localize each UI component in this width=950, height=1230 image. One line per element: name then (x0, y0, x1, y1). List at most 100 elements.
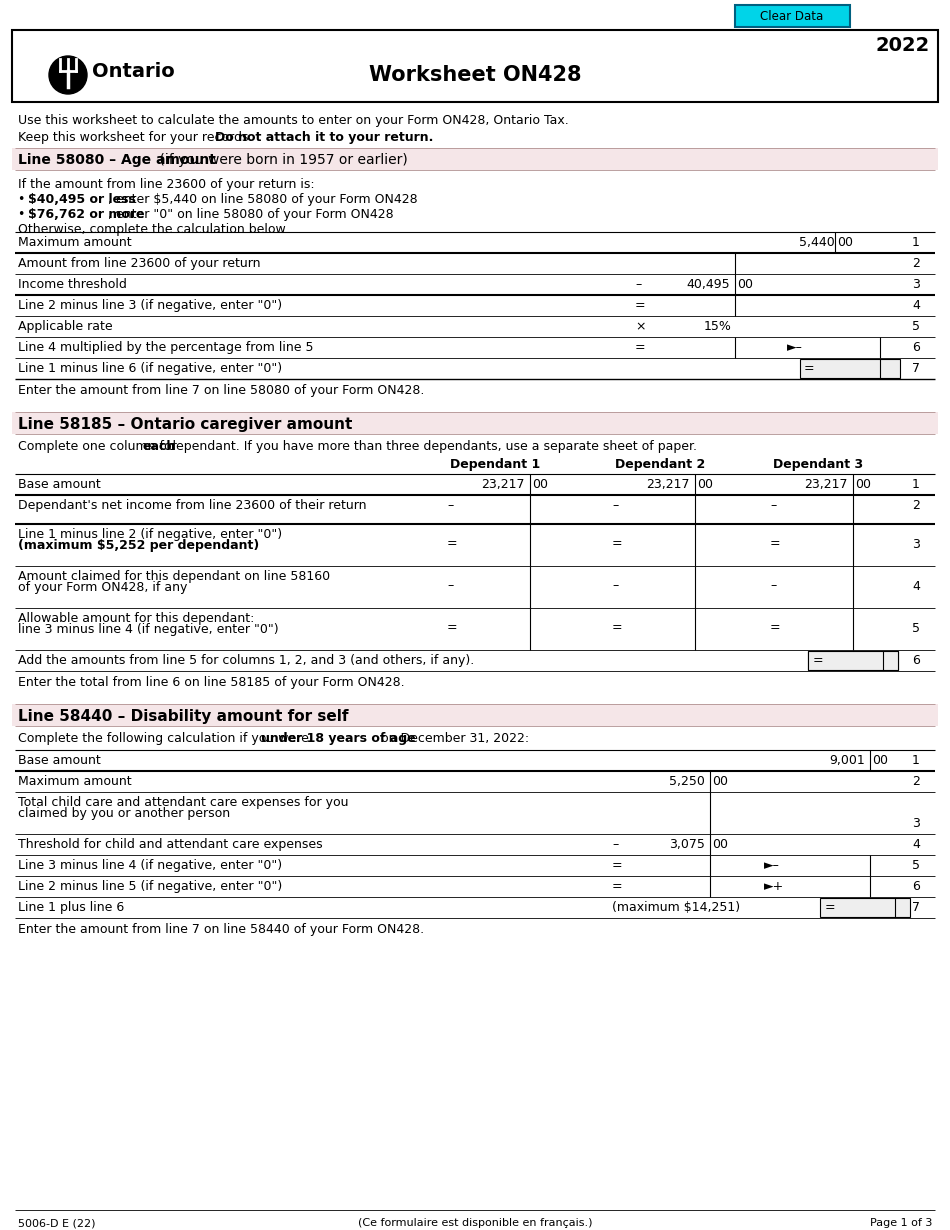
Text: =: = (612, 538, 622, 550)
Text: Total child care and attendant care expenses for you: Total child care and attendant care expe… (18, 796, 349, 809)
Text: =: = (825, 902, 836, 914)
Text: (if you were born in 1957 or earlier): (if you were born in 1957 or earlier) (155, 153, 408, 167)
Text: (maximum $14,251): (maximum $14,251) (612, 902, 740, 914)
Text: line 3 minus line 4 (if negative, enter "0"): line 3 minus line 4 (if negative, enter … (18, 624, 278, 636)
Text: 1: 1 (912, 754, 920, 768)
Text: Maximum amount: Maximum amount (18, 236, 132, 248)
Text: 6: 6 (912, 341, 920, 354)
Text: Keep this worksheet for your records.: Keep this worksheet for your records. (18, 132, 256, 144)
Text: =: = (612, 859, 622, 872)
Text: , enter $5,440 on line 58080 of your Form ON428: , enter $5,440 on line 58080 of your For… (107, 193, 417, 205)
Text: 2022: 2022 (876, 36, 930, 55)
Text: Dependant 2: Dependant 2 (615, 458, 705, 471)
Text: $40,495 or less: $40,495 or less (28, 193, 136, 205)
Text: 5: 5 (912, 622, 920, 635)
Text: 3: 3 (912, 817, 920, 830)
Text: 5,250: 5,250 (669, 775, 705, 788)
Text: on December 31, 2022:: on December 31, 2022: (377, 732, 529, 745)
Text: 7: 7 (912, 902, 920, 914)
Text: of your Form ON428, if any: of your Form ON428, if any (18, 581, 187, 594)
Text: 6: 6 (912, 879, 920, 893)
Bar (12, 30, 938, 102)
Text: =: = (447, 538, 458, 550)
Text: Ontario: Ontario (92, 62, 175, 81)
Bar (12, 412, 938, 434)
Text: Line 58185 – Ontario caregiver amount: Line 58185 – Ontario caregiver amount (18, 417, 352, 432)
Text: 5006-D E (22): 5006-D E (22) (18, 1218, 96, 1228)
Text: =: = (612, 621, 622, 633)
Text: Line 1 minus line 6 (if negative, enter "0"): Line 1 minus line 6 (if negative, enter … (18, 362, 282, 375)
Text: ×: × (635, 320, 645, 333)
Text: 00: 00 (855, 478, 871, 491)
Text: Line 4 multiplied by the percentage from line 5: Line 4 multiplied by the percentage from… (18, 341, 314, 354)
Text: 40,495: 40,495 (686, 278, 730, 292)
Text: 4: 4 (912, 299, 920, 312)
Text: •: • (18, 208, 29, 221)
Text: ►+: ►+ (764, 879, 785, 893)
Text: 23,217: 23,217 (805, 478, 848, 491)
Text: Line 2 minus line 3 (if negative, enter "0"): Line 2 minus line 3 (if negative, enter … (18, 299, 282, 312)
Text: Line 58080 – Age amount: Line 58080 – Age amount (18, 153, 216, 167)
Text: Allowable amount for this dependant:: Allowable amount for this dependant: (18, 613, 255, 625)
Text: =: = (612, 879, 622, 893)
Text: Base amount: Base amount (18, 754, 101, 768)
Text: 00: 00 (697, 478, 713, 491)
Text: Dependant's net income from line 23600 of their return: Dependant's net income from line 23600 o… (18, 499, 367, 512)
Text: •: • (18, 193, 29, 205)
Text: Amount claimed for this dependant on line 58160: Amount claimed for this dependant on lin… (18, 569, 331, 583)
Text: Complete the following calculation if you were: Complete the following calculation if yo… (18, 732, 313, 745)
Text: –: – (635, 278, 641, 292)
Text: 00: 00 (737, 278, 753, 292)
Text: 00: 00 (837, 236, 853, 248)
Text: Line 1 plus line 6: Line 1 plus line 6 (18, 902, 124, 914)
Text: $76,762 or more: $76,762 or more (28, 208, 144, 221)
Text: Income threshold: Income threshold (18, 278, 127, 292)
Text: =: = (804, 362, 814, 375)
Text: 00: 00 (872, 754, 888, 768)
Text: (maximum $5,252 per dependant): (maximum $5,252 per dependant) (18, 539, 259, 552)
Text: Worksheet ON428: Worksheet ON428 (369, 65, 581, 85)
Text: 2: 2 (912, 775, 920, 788)
Text: If the amount from line 23600 of your return is:: If the amount from line 23600 of your re… (18, 178, 314, 191)
Text: –: – (612, 579, 618, 592)
Text: Base amount: Base amount (18, 478, 101, 491)
Text: =: = (770, 621, 781, 633)
Text: Dependant 1: Dependant 1 (450, 458, 541, 471)
Text: 3: 3 (912, 538, 920, 551)
Bar (12, 704, 938, 726)
Text: Amount from line 23600 of your return: Amount from line 23600 of your return (18, 257, 260, 271)
Bar (735, 5, 850, 27)
Text: Complete one column for: Complete one column for (18, 440, 181, 453)
Text: 5,440: 5,440 (799, 236, 835, 248)
Text: =: = (635, 299, 646, 312)
Text: Clear Data: Clear Data (760, 10, 824, 22)
Text: –: – (770, 499, 776, 512)
Text: 3: 3 (912, 278, 920, 292)
Text: 00: 00 (712, 775, 728, 788)
Text: Line 3 minus line 4 (if negative, enter "0"): Line 3 minus line 4 (if negative, enter … (18, 859, 282, 872)
Text: 00: 00 (532, 478, 548, 491)
Text: Enter the amount from line 7 on line 58080 of your Form ON428.: Enter the amount from line 7 on line 580… (18, 384, 425, 397)
Text: Page 1 of 3: Page 1 of 3 (869, 1218, 932, 1228)
Bar (808, 651, 898, 670)
Text: 00: 00 (712, 838, 728, 851)
Text: Use this worksheet to calculate the amounts to enter on your Form ON428, Ontario: Use this worksheet to calculate the amou… (18, 114, 569, 127)
Text: Enter the amount from line 7 on line 58440 of your Form ON428.: Enter the amount from line 7 on line 584… (18, 922, 424, 936)
Text: 1: 1 (912, 236, 920, 248)
Text: –: – (612, 838, 618, 851)
Text: Line 1 minus line 2 (if negative, enter "0"): Line 1 minus line 2 (if negative, enter … (18, 528, 282, 541)
Text: =: = (635, 341, 646, 354)
Text: Otherwise, complete the calculation below.: Otherwise, complete the calculation belo… (18, 223, 289, 236)
Text: 1: 1 (912, 478, 920, 491)
Bar (800, 359, 900, 378)
Text: (Ce formulaire est disponible en français.): (Ce formulaire est disponible en françai… (358, 1218, 592, 1228)
Text: 6: 6 (912, 654, 920, 667)
Text: ►–: ►– (787, 341, 803, 354)
Text: claimed by you or another person: claimed by you or another person (18, 807, 230, 820)
Text: =: = (813, 654, 824, 667)
Text: Dependant 3: Dependant 3 (773, 458, 863, 471)
Text: Line 2 minus line 5 (if negative, enter "0"): Line 2 minus line 5 (if negative, enter … (18, 879, 282, 893)
Text: 7: 7 (912, 362, 920, 375)
Text: Threshold for child and attendant care expenses: Threshold for child and attendant care e… (18, 838, 323, 851)
Text: Enter the total from line 6 on line 58185 of your Form ON428.: Enter the total from line 6 on line 5818… (18, 676, 405, 689)
